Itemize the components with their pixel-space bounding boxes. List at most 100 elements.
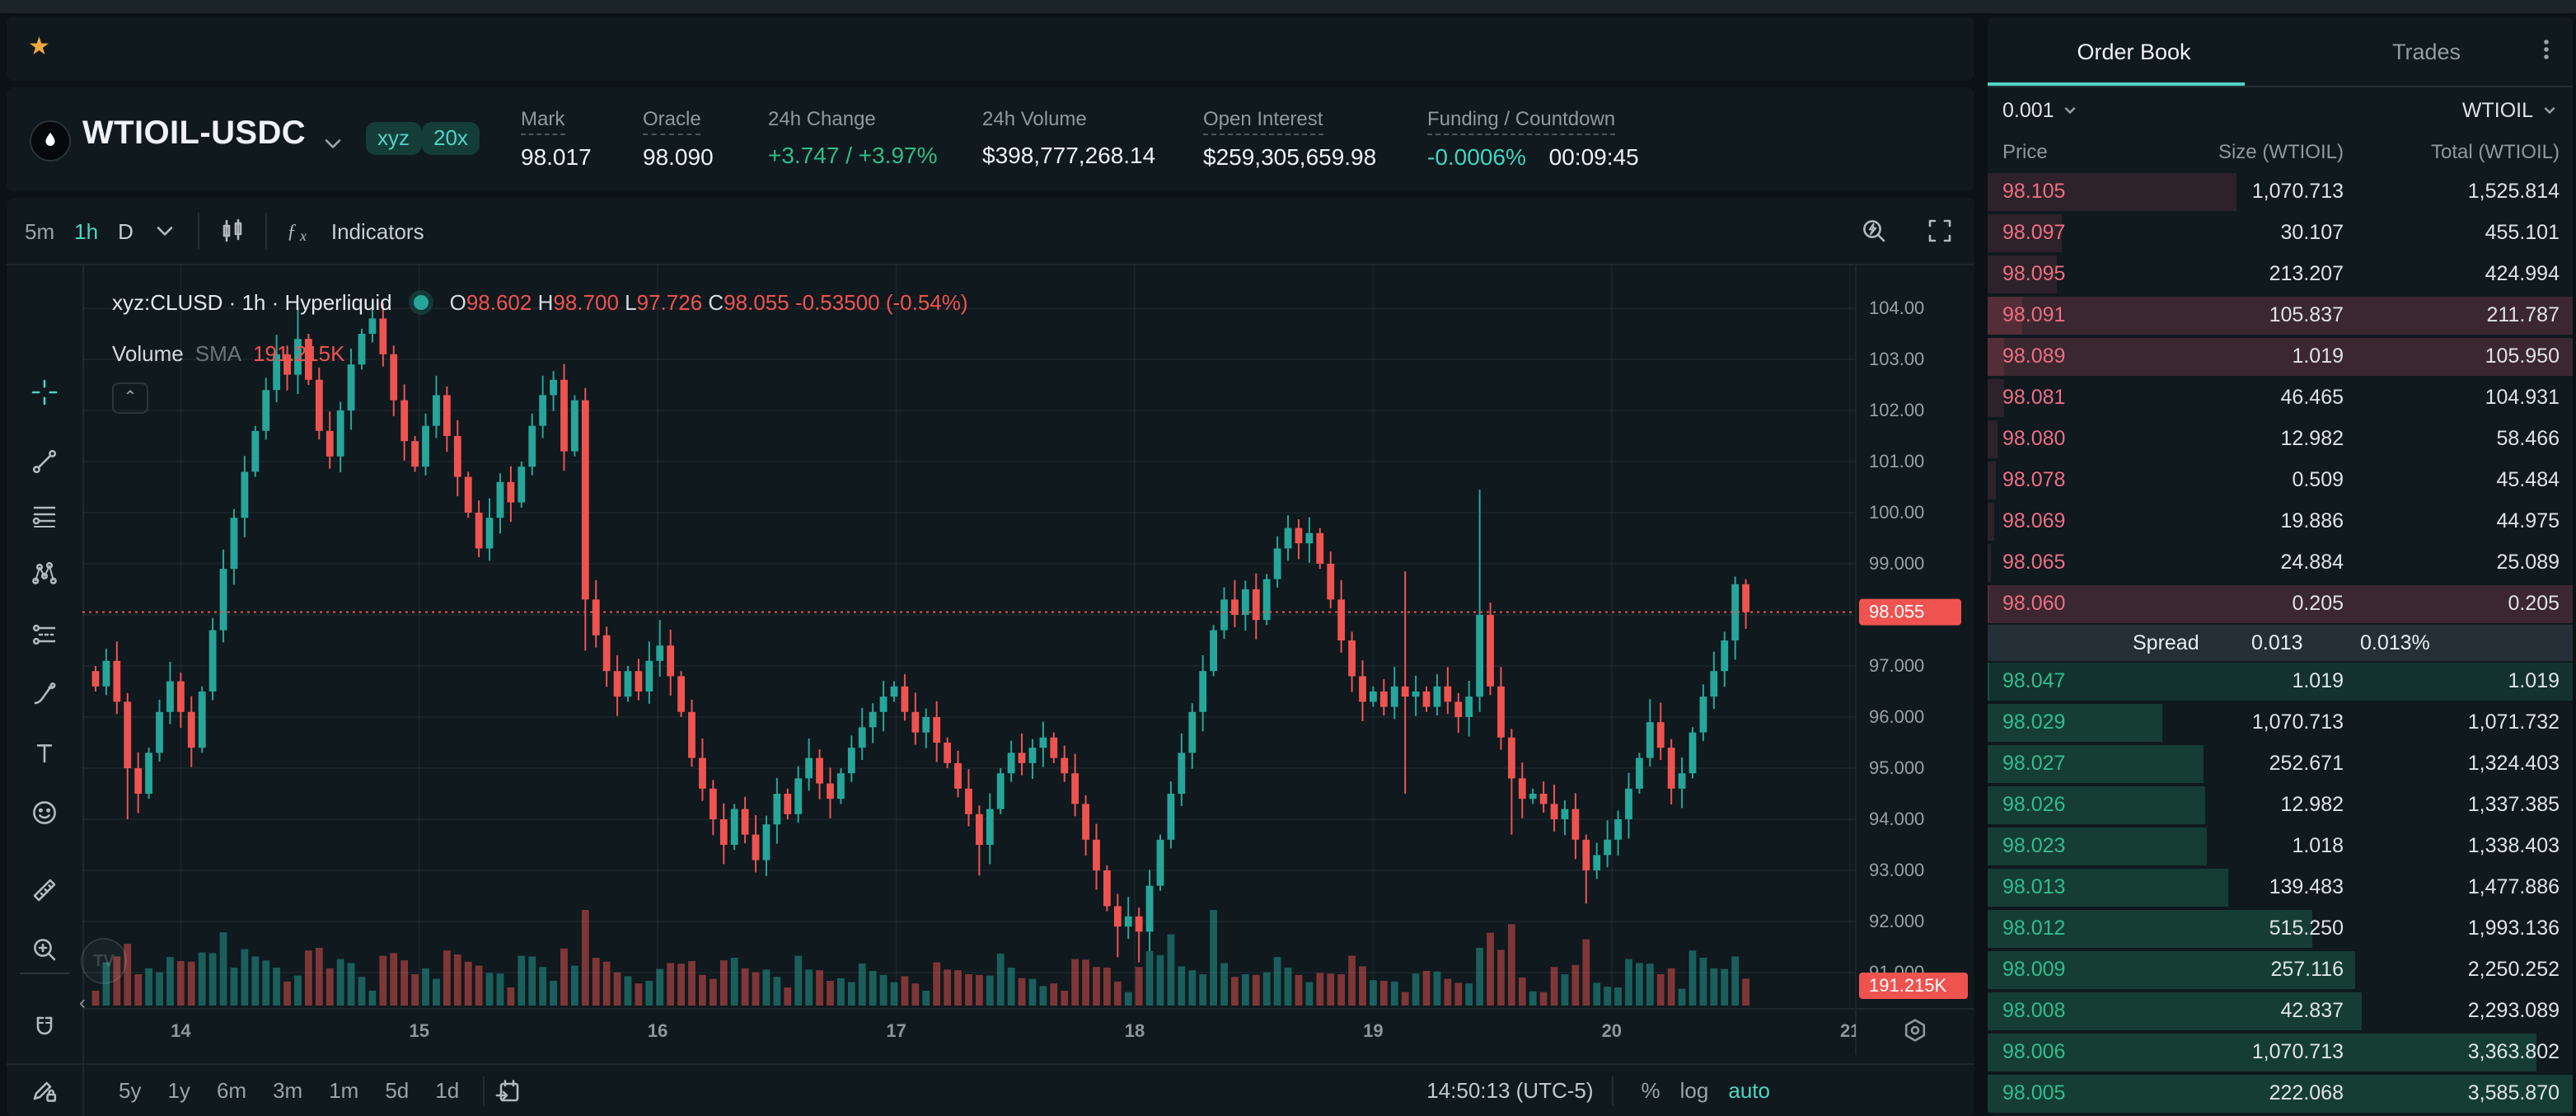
chevron-down-icon[interactable] bbox=[320, 130, 346, 157]
bid-row[interactable]: 98.006 1,070.713 3,363.802 bbox=[1988, 1032, 2573, 1073]
long-position-icon[interactable] bbox=[25, 615, 64, 654]
price-cell: 98.105 bbox=[2002, 180, 2066, 203]
favorite-star-icon[interactable]: ★ bbox=[28, 33, 50, 61]
range-1d[interactable]: 1d bbox=[435, 1078, 460, 1103]
size-cell: 12.982 bbox=[2280, 427, 2344, 450]
ask-row[interactable]: 98.060 0.205 0.205 bbox=[1988, 584, 2573, 625]
total-cell: 1,071.732 bbox=[2467, 710, 2560, 734]
xabcd-pattern-icon[interactable] bbox=[25, 554, 64, 593]
price-chart[interactable]: 104.00 103.00 102.00 101.00 100.00 99.000 97.0… bbox=[82, 264, 1974, 1055]
size-cell: 1.019 bbox=[2292, 345, 2344, 368]
go-to-date-calendar-icon[interactable] bbox=[494, 1077, 520, 1104]
bid-row[interactable]: 98.026 12.982 1,337.385 bbox=[1988, 785, 2573, 826]
svg-text:101.00: 101.00 bbox=[1869, 451, 1924, 471]
ask-row[interactable]: 98.081 46.465 104.931 bbox=[1988, 377, 2573, 419]
stat-mark-label[interactable]: Mark bbox=[521, 107, 565, 135]
size-cell: 257.116 bbox=[2270, 958, 2344, 981]
price-cell: 98.047 bbox=[2002, 669, 2066, 692]
depth-bar bbox=[1988, 256, 2058, 293]
scale-auto-button[interactable]: auto bbox=[1728, 1078, 1770, 1103]
drawing-toolbar bbox=[7, 264, 84, 1116]
range-1y[interactable]: 1y bbox=[167, 1078, 190, 1103]
bid-row[interactable]: 98.027 252.671 1,324.403 bbox=[1988, 743, 2573, 785]
bid-row[interactable]: 98.023 1.018 1,338.403 bbox=[1988, 826, 2573, 867]
trend-line-icon[interactable] bbox=[25, 442, 64, 481]
interval-d[interactable]: D bbox=[118, 218, 133, 243]
ask-row[interactable]: 98.105 1,070.713 1,525.814 bbox=[1988, 171, 2573, 213]
magnet-icon[interactable] bbox=[25, 1007, 64, 1047]
interval-chevron-down-icon[interactable] bbox=[143, 209, 186, 252]
scale-percent-button[interactable]: % bbox=[1641, 1078, 1660, 1103]
range-6m[interactable]: 6m bbox=[216, 1078, 247, 1103]
svg-text:93.000: 93.000 bbox=[1869, 860, 1924, 880]
candle-style-icon[interactable] bbox=[211, 209, 254, 252]
tab-order-book[interactable]: Order Book bbox=[2077, 39, 2191, 63]
bid-row[interactable]: 98.013 139.483 1,477.886 bbox=[1988, 867, 2573, 908]
bid-row[interactable]: 98.009 257.116 2,250.252 bbox=[1988, 950, 2573, 991]
tradingview-logo[interactable]: TV bbox=[81, 938, 127, 984]
dex-badge: xyz bbox=[366, 122, 421, 155]
depth-bar bbox=[1988, 828, 2206, 865]
crosshair-icon[interactable] bbox=[25, 373, 64, 412]
svg-text:15: 15 bbox=[410, 1020, 429, 1041]
stat-24h-volume-label: 24h Volume bbox=[982, 107, 1087, 130]
total-cell: 1,477.886 bbox=[2467, 875, 2560, 898]
range-1m[interactable]: 1m bbox=[329, 1078, 359, 1103]
total-cell: 1,525.814 bbox=[2467, 180, 2560, 203]
interval-1h[interactable]: 1h bbox=[74, 218, 99, 243]
scale-log-button[interactable]: log bbox=[1679, 1078, 1709, 1103]
indicators-button[interactable]: Indicators bbox=[330, 218, 424, 243]
ask-row[interactable]: 98.065 24.884 25.089 bbox=[1988, 542, 2573, 584]
stat-funding-label[interactable]: Funding / Countdown bbox=[1427, 107, 1616, 135]
order-book-rows: 98.105 1,070.713 1,525.814 98.097 30.107 455.… bbox=[1988, 171, 2573, 1114]
bid-row[interactable]: 98.008 42.837 2,293.089 bbox=[1988, 991, 2573, 1032]
column-size: Size (WTIOIL) bbox=[2218, 140, 2344, 163]
clock-timezone[interactable]: 14:50:13 (UTC-5) bbox=[1426, 1078, 1594, 1103]
stat-oracle-label[interactable]: Oracle bbox=[643, 107, 701, 135]
fib-retracement-icon[interactable] bbox=[25, 496, 64, 536]
interval-5m[interactable]: 5m bbox=[25, 218, 55, 243]
drawing-lock-icon[interactable] bbox=[25, 1070, 64, 1109]
pane-collapse-chevron[interactable]: ‹ bbox=[79, 991, 86, 1014]
range-5d[interactable]: 5d bbox=[385, 1078, 410, 1103]
fullscreen-icon[interactable] bbox=[1918, 209, 1961, 252]
tab-trades[interactable]: Trades bbox=[2391, 39, 2461, 63]
text-icon[interactable] bbox=[25, 734, 64, 773]
bid-row[interactable]: 98.005 222.068 3,585.870 bbox=[1988, 1073, 2573, 1114]
range-5y[interactable]: 5y bbox=[119, 1078, 142, 1103]
bid-row[interactable]: 98.047 1.019 1.019 bbox=[1988, 661, 2573, 702]
brush-icon[interactable] bbox=[25, 674, 64, 714]
emoji-icon[interactable] bbox=[25, 793, 64, 832]
quick-search-icon[interactable] bbox=[1852, 209, 1895, 252]
price-cell: 98.097 bbox=[2002, 221, 2066, 244]
svg-text:20: 20 bbox=[1602, 1020, 1622, 1041]
ask-row[interactable]: 98.095 213.207 424.994 bbox=[1988, 254, 2573, 295]
volume-value: 191.215K bbox=[253, 341, 345, 366]
funding-rate: -0.0006% bbox=[1427, 143, 1526, 170]
ruler-icon[interactable] bbox=[25, 870, 64, 910]
bid-row[interactable]: 98.012 515.250 1,993.136 bbox=[1988, 908, 2573, 950]
row-flash-highlight bbox=[1988, 585, 2573, 623]
range-3m[interactable]: 3m bbox=[273, 1078, 303, 1103]
tick-size-select[interactable]: 0.001 bbox=[2002, 98, 2079, 121]
pair-selector[interactable]: WTIOIL-USDC bbox=[82, 115, 307, 152]
svg-text:94.000: 94.000 bbox=[1869, 809, 1924, 829]
ask-row[interactable]: 98.069 19.886 44.975 bbox=[1988, 501, 2573, 542]
total-cell: 1.019 bbox=[2508, 669, 2560, 692]
ask-row[interactable]: 98.089 1.019 105.950 bbox=[1988, 336, 2573, 377]
ask-row[interactable]: 98.078 0.509 45.484 bbox=[1988, 460, 2573, 501]
zoom-in-icon[interactable] bbox=[25, 930, 64, 969]
svg-text:21: 21 bbox=[1840, 1020, 1860, 1041]
ask-row[interactable]: 98.091 105.837 211.787 bbox=[1988, 295, 2573, 336]
chevron-down-icon bbox=[2541, 101, 2558, 118]
spread-percent: 0.013% bbox=[2360, 631, 2430, 654]
legend-collapse-button[interactable]: ⌃ bbox=[112, 382, 148, 414]
stat-open-interest-label[interactable]: Open Interest bbox=[1203, 107, 1323, 135]
bid-row[interactable]: 98.029 1,070.713 1,071.732 bbox=[1988, 702, 2573, 743]
gear-icon[interactable] bbox=[1902, 1017, 1928, 1043]
ask-row[interactable]: 98.080 12.982 58.466 bbox=[1988, 419, 2573, 460]
more-options-dots-icon[interactable] bbox=[2533, 36, 2560, 63]
asset-unit-select[interactable]: WTIOIL bbox=[2462, 98, 2558, 121]
ask-row[interactable]: 98.097 30.107 455.101 bbox=[1988, 213, 2573, 254]
